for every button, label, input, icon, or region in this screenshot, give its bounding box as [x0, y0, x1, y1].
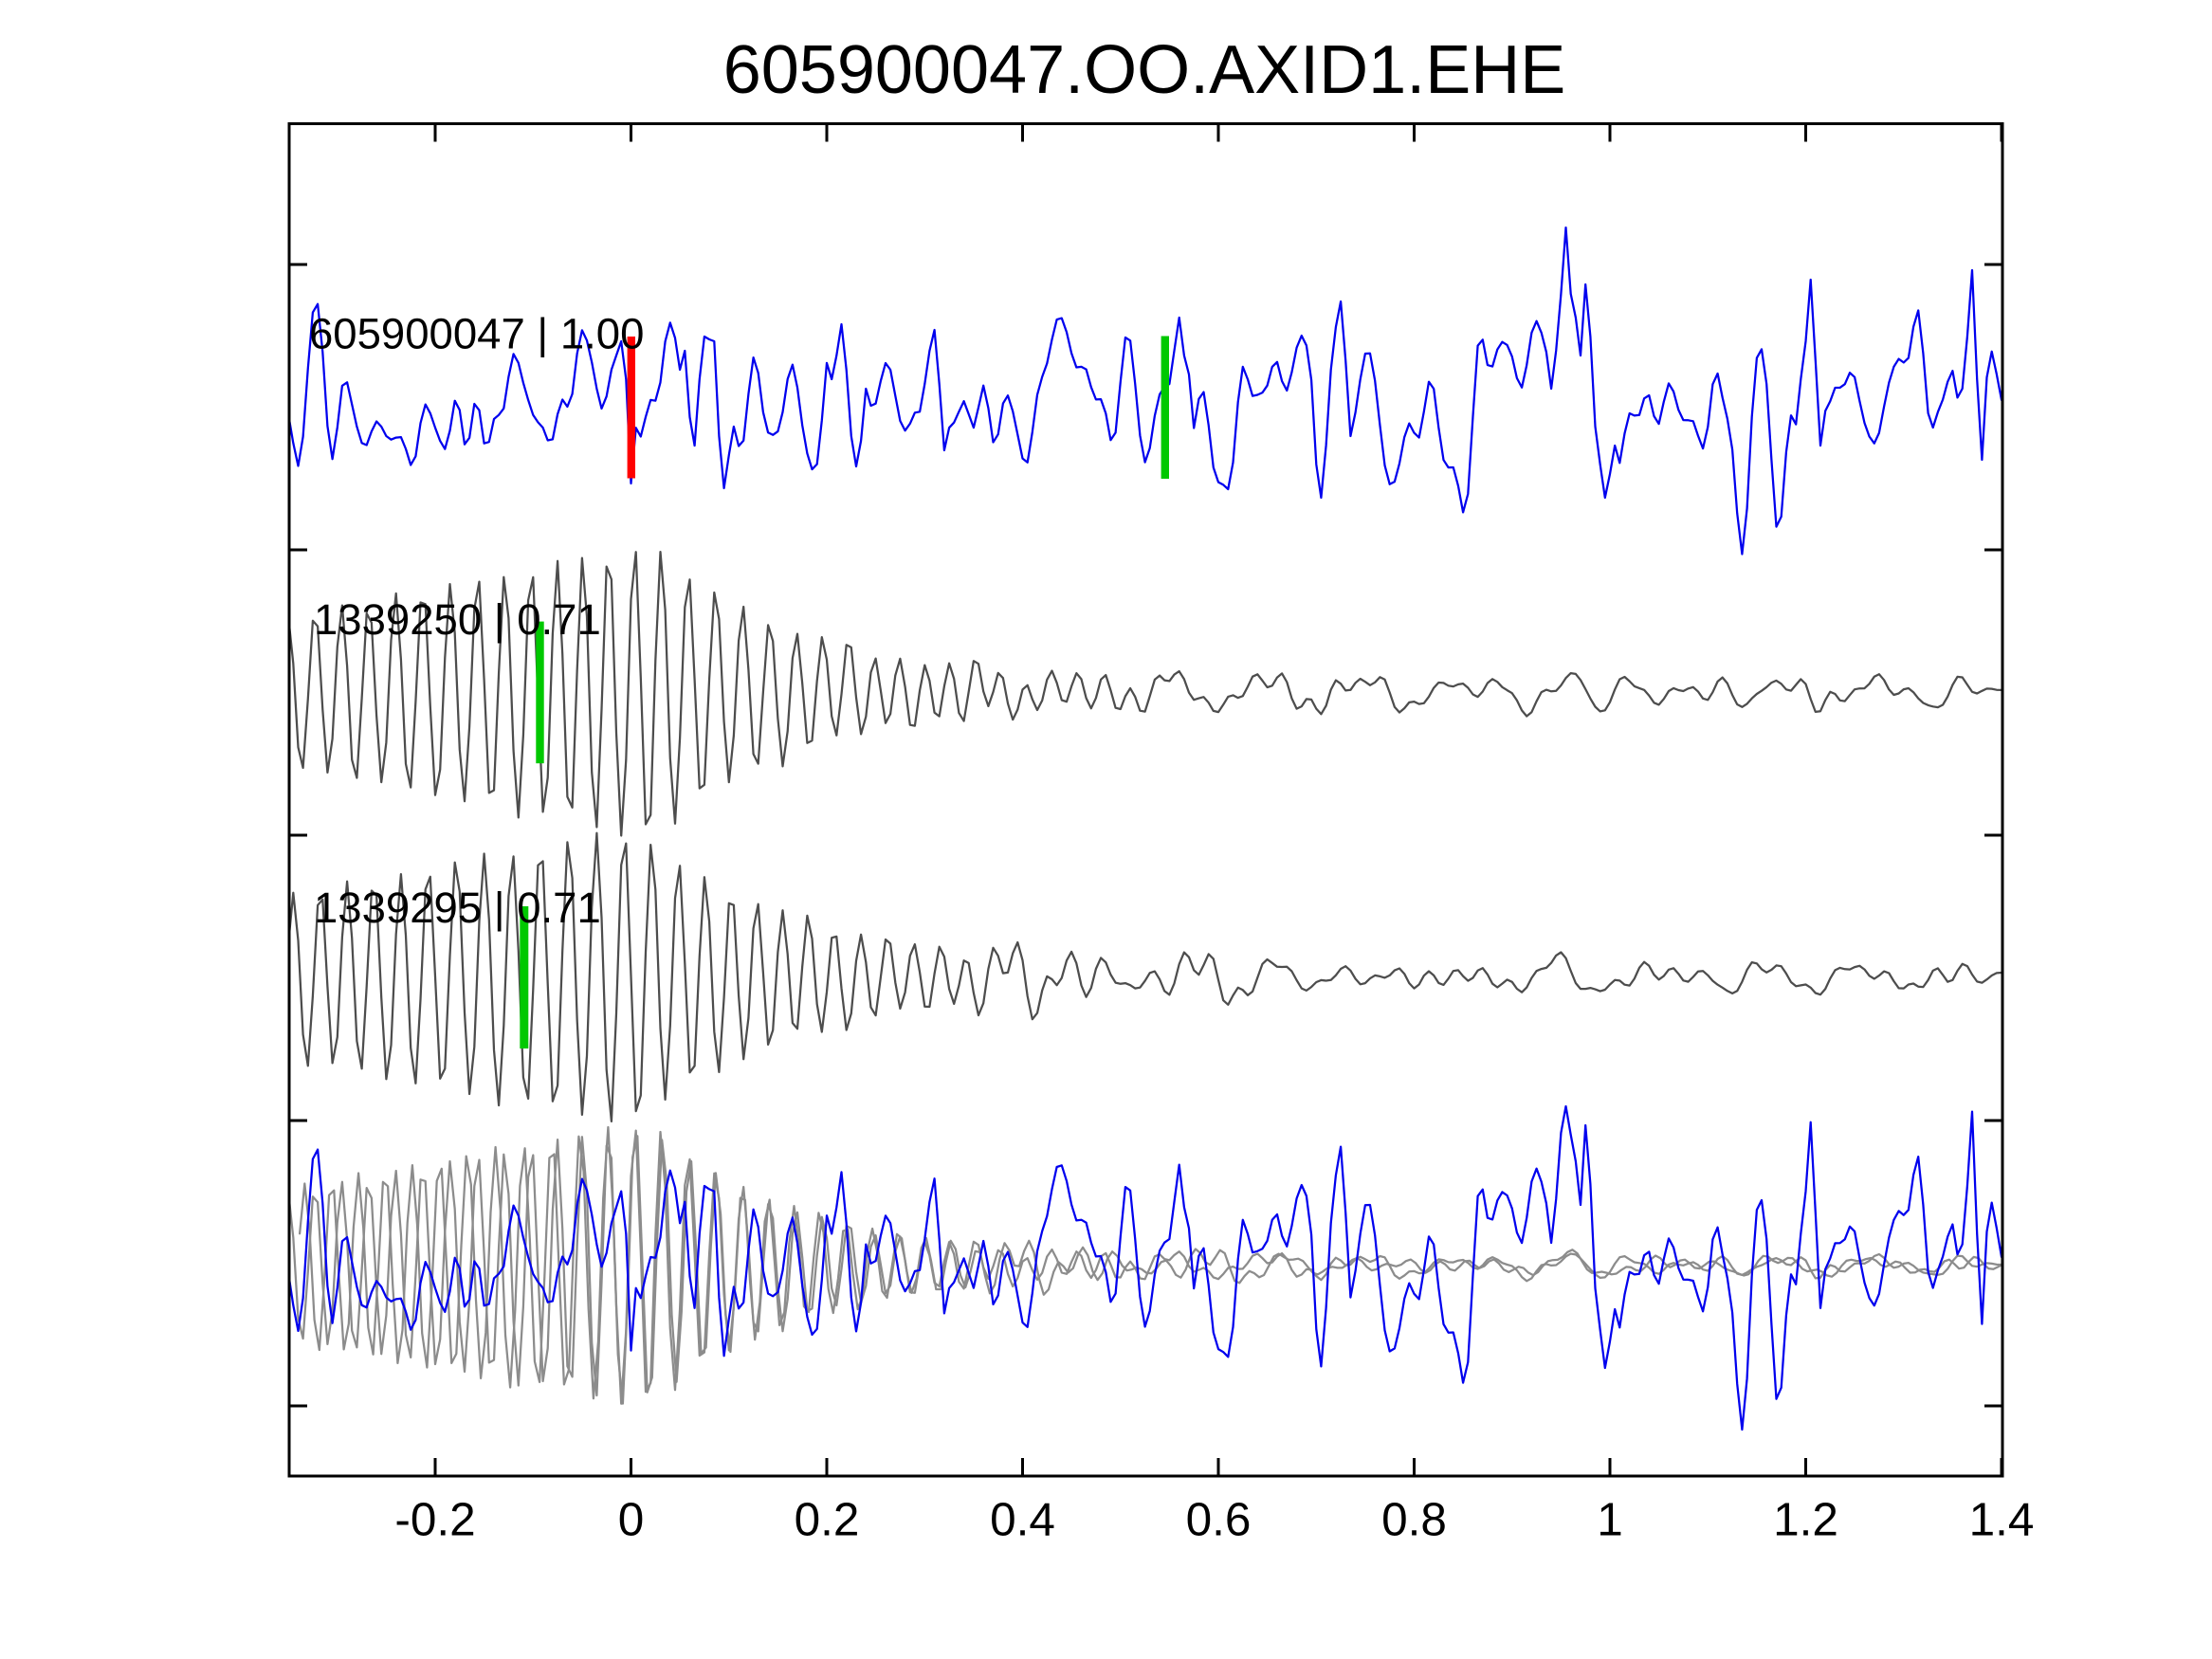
- svg-text:-0.2: -0.2: [394, 1494, 475, 1546]
- svg-text:605900047 | 1.00: 605900047 | 1.00: [309, 310, 644, 358]
- svg-text:0.4: 0.4: [990, 1494, 1055, 1546]
- svg-text:0.8: 0.8: [1381, 1494, 1447, 1546]
- svg-text:1339250 | 0.71: 1339250 | 0.71: [314, 595, 601, 644]
- svg-text:0.6: 0.6: [1186, 1494, 1252, 1546]
- svg-text:0: 0: [618, 1494, 645, 1546]
- svg-text:1.4: 1.4: [1969, 1494, 2035, 1546]
- svg-text:605900047.OO.AXID1.EHE: 605900047.OO.AXID1.EHE: [723, 32, 1566, 108]
- svg-text:1.2: 1.2: [1773, 1494, 1838, 1546]
- svg-text:1: 1: [1597, 1494, 1623, 1546]
- svg-text:0.2: 0.2: [795, 1494, 860, 1546]
- svg-text:1339295 | 0.71: 1339295 | 0.71: [314, 884, 601, 932]
